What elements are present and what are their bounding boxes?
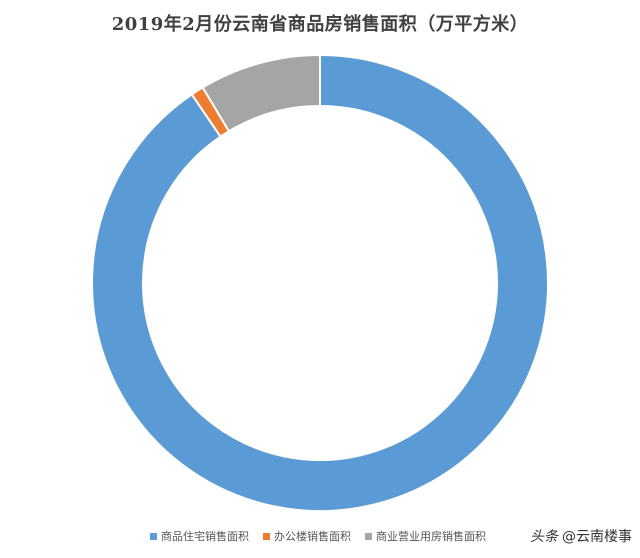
legend-swatch-commercial [365,532,372,540]
watermark-brand: 头条 [530,529,558,545]
legend-label-commercial: 商业营业用房销售面积 [376,530,486,543]
slice-commercial[interactable] [201,53,321,133]
legend-swatch-office [263,532,270,540]
watermark-handle: @云南楼事 [562,529,632,545]
chart-legend: 商品住宅销售面积 办公楼销售面积 商业营业用房销售面积 [150,528,500,544]
chart-title: 2019年2月份云南省商品房销售面积（万平方米） [111,14,529,35]
legend-swatch-residential [150,532,157,540]
donut-slices [91,53,549,512]
legend-label-office: 办公楼销售面积 [274,530,351,543]
legend-item-commercial[interactable]: 商业营业用房销售面积 [365,528,486,544]
watermark: 头条 @云南楼事 [530,526,632,546]
legend-item-office[interactable]: 办公楼销售面积 [263,528,351,544]
legend-item-residential[interactable]: 商品住宅销售面积 [150,528,249,544]
legend-label-residential: 商品住宅销售面积 [161,530,249,543]
slice-residential[interactable] [91,53,549,512]
